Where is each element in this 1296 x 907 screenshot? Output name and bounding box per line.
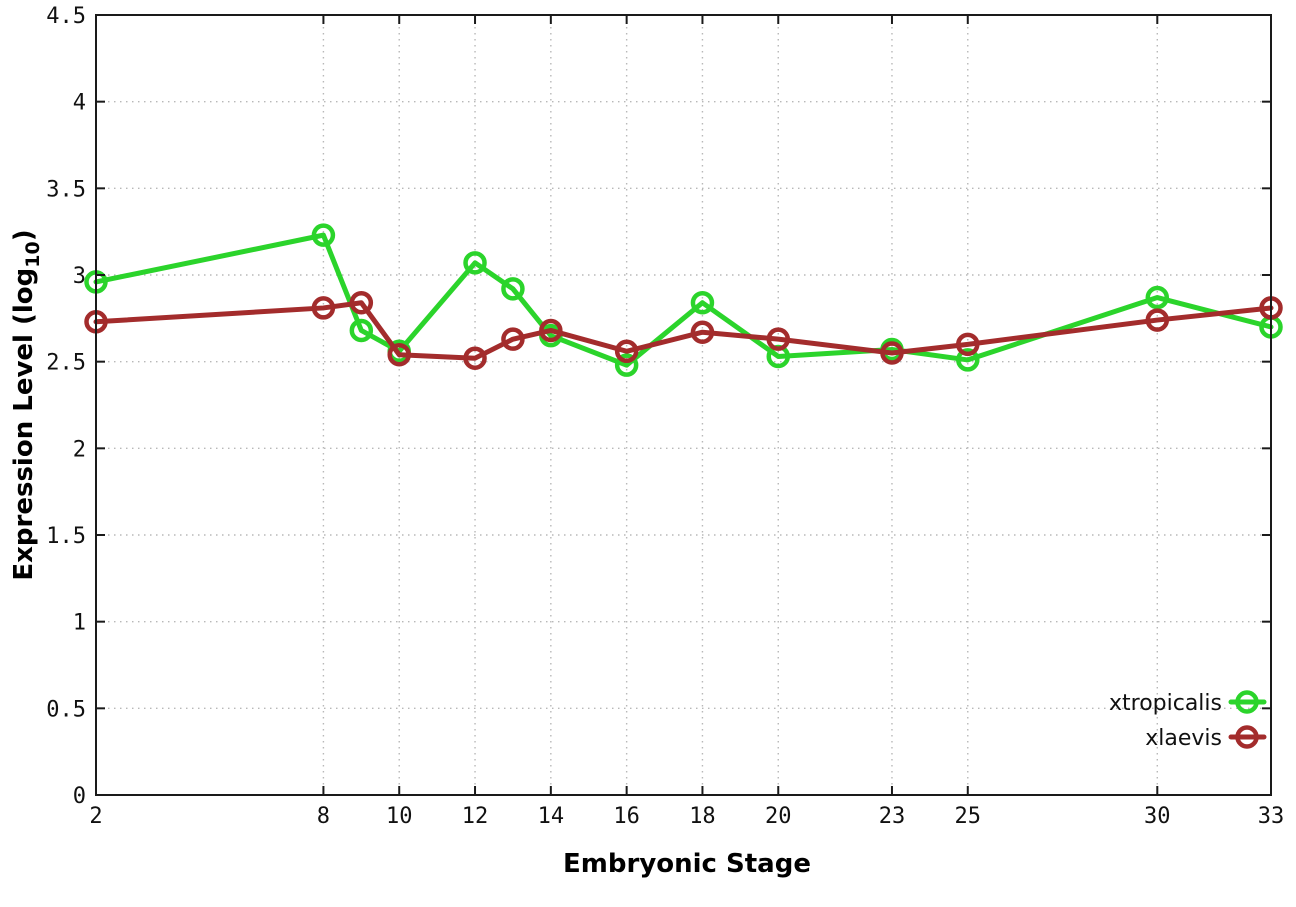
y-tick-label: 4 bbox=[73, 91, 86, 116]
legend: xtropicalis xlaevis bbox=[1109, 690, 1267, 751]
data-point-xlaevis bbox=[880, 341, 904, 365]
x-tick-label: 25 bbox=[955, 804, 982, 829]
plot-frame bbox=[95, 14, 1272, 796]
data-point-xtropicalis bbox=[690, 290, 715, 315]
y-tick-label: 3.5 bbox=[46, 177, 86, 202]
data-point-xtropicalis bbox=[1145, 285, 1170, 310]
axis-tick-labels: 2 8 10 12 14 16 18 20 23 25 30 33 0 0.5 1 1.5 2 2.5 3 3.5 4 4… bbox=[46, 4, 1284, 829]
data-point-xlaevis bbox=[766, 327, 791, 351]
legend-marker bbox=[1235, 725, 1259, 749]
axis-titles: Embryonic Stage Expression Level (log10) bbox=[9, 229, 811, 879]
x-tick-label: 33 bbox=[1258, 804, 1285, 829]
axis-tick-marks bbox=[95, 14, 1272, 796]
data-point-xlaevis bbox=[501, 327, 525, 351]
data-point-xtropicalis bbox=[614, 353, 639, 377]
x-tick-label: 2 bbox=[89, 804, 102, 829]
data-point-xlaevis bbox=[614, 339, 639, 364]
data-point-xlaevis bbox=[463, 346, 487, 370]
y-tick-label: 1 bbox=[73, 611, 86, 636]
x-tick-label: 20 bbox=[765, 804, 792, 829]
y-tick-label: 2 bbox=[73, 437, 86, 462]
y-tick-label: 2.5 bbox=[46, 351, 86, 376]
y-axis-title: Expression Level (log10) bbox=[9, 229, 44, 580]
x-tick-label: 8 bbox=[317, 804, 330, 829]
data-point-xtropicalis bbox=[463, 251, 487, 275]
x-axis-title: Embryonic Stage bbox=[563, 849, 811, 879]
x-tick-label: 14 bbox=[538, 804, 565, 829]
data-point-xlaevis bbox=[956, 332, 980, 357]
data-point-xlaevis bbox=[349, 290, 374, 315]
data-point-xlaevis bbox=[1145, 308, 1170, 332]
legend-marker bbox=[1235, 690, 1259, 714]
x-tick-label: 18 bbox=[689, 804, 716, 829]
x-tick-label: 10 bbox=[386, 804, 413, 829]
legend-entry-xlaevis: xlaevis bbox=[1145, 725, 1267, 751]
x-tick-label: 30 bbox=[1144, 804, 1171, 829]
y-tick-label: 4.5 bbox=[46, 4, 86, 29]
gridlines bbox=[96, 15, 1271, 795]
data-point-xtropicalis bbox=[349, 318, 374, 343]
series-line-xtropicalis bbox=[93, 232, 1274, 368]
legend-label-xtropicalis: xtropicalis bbox=[1109, 691, 1222, 716]
y-tick-label: 1.5 bbox=[46, 524, 86, 549]
y-tick-label: 3 bbox=[73, 264, 86, 289]
x-tick-label: 23 bbox=[879, 804, 906, 829]
frame-border bbox=[95, 14, 1272, 796]
data-point-xlaevis bbox=[387, 342, 411, 367]
x-tick-label: 12 bbox=[462, 804, 489, 829]
y-tick-label: 0.5 bbox=[46, 697, 86, 722]
legend-entry-xtropicalis: xtropicalis bbox=[1109, 690, 1267, 716]
data-point-xlaevis bbox=[311, 296, 336, 320]
data-point-xlaevis bbox=[690, 320, 715, 344]
data-point-xlaevis bbox=[539, 318, 563, 343]
plot-area bbox=[96, 15, 1271, 795]
data-point-xtropicalis bbox=[501, 277, 525, 301]
legend-label-xlaevis: xlaevis bbox=[1145, 726, 1222, 751]
data-point-xtropicalis bbox=[311, 223, 336, 247]
x-tick-label: 16 bbox=[613, 804, 640, 829]
data-point-xtropicalis bbox=[956, 348, 980, 372]
y-tick-label: 0 bbox=[73, 784, 86, 809]
